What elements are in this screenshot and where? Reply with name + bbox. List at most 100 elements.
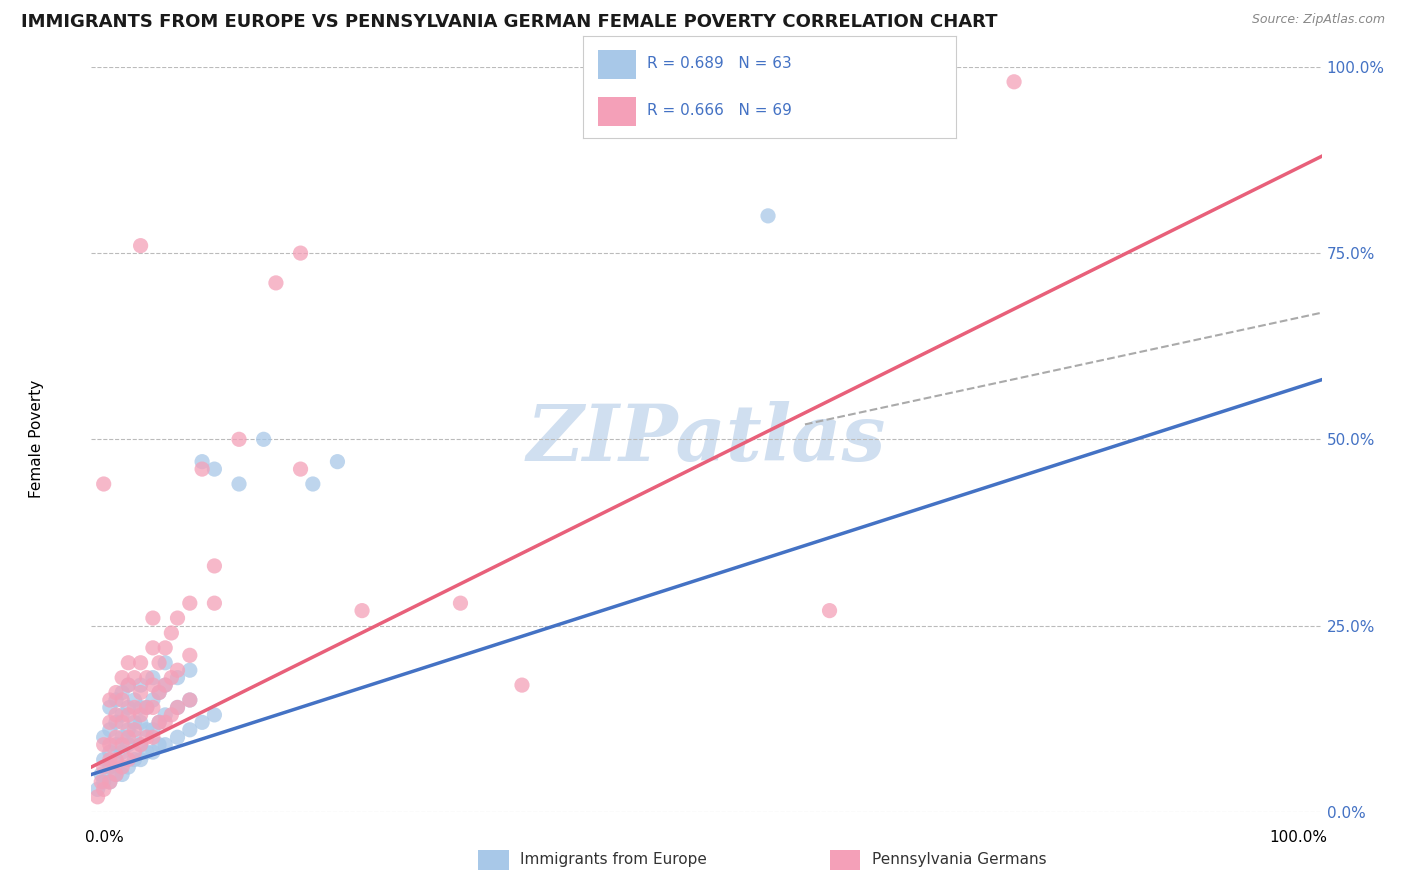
Point (135, 745, 157, 759)
Point (111, 693, 134, 707)
Point (111, 760, 134, 774)
Point (105, 685, 127, 699)
Point (111, 738, 134, 752)
Point (160, 626, 183, 640)
Point (111, 707, 134, 722)
Point (129, 753, 152, 767)
Point (111, 685, 134, 699)
Point (142, 693, 165, 707)
Text: Female Poverty: Female Poverty (28, 380, 44, 499)
Point (191, 462, 214, 476)
Point (228, 433, 250, 447)
Point (105, 707, 127, 722)
Point (202, 558, 225, 573)
Point (117, 753, 139, 767)
Point (111, 671, 134, 685)
Point (124, 753, 146, 767)
Point (98, 700, 121, 714)
Point (117, 730, 139, 744)
Point (124, 715, 146, 730)
Point (117, 707, 139, 722)
Point (179, 693, 201, 707)
Point (129, 238, 152, 252)
Point (148, 685, 170, 699)
Point (117, 678, 139, 692)
Point (129, 678, 152, 692)
Point (756, 209, 779, 223)
Point (179, 663, 201, 677)
Point (129, 700, 152, 714)
Point (449, 596, 471, 610)
Point (148, 685, 170, 699)
Point (179, 723, 201, 737)
Point (352, 604, 374, 618)
Point (148, 715, 170, 730)
Point (93, 775, 115, 789)
Bar (599, 50, 636, 78)
Point (142, 671, 165, 685)
Point (135, 723, 157, 737)
Point (105, 753, 127, 767)
Point (153, 678, 177, 692)
Point (160, 707, 183, 722)
Point (153, 656, 177, 670)
Point (93, 760, 115, 774)
Point (153, 738, 177, 752)
Point (301, 477, 323, 491)
Point (111, 767, 134, 781)
Point (129, 715, 152, 730)
Point (129, 685, 152, 699)
Point (117, 678, 139, 692)
Point (135, 700, 157, 714)
Point (129, 656, 152, 670)
Point (135, 671, 157, 685)
Text: 0.0%: 0.0% (86, 830, 124, 846)
Point (202, 462, 225, 476)
Point (202, 707, 225, 722)
Point (135, 700, 157, 714)
Point (326, 455, 349, 469)
Point (166, 700, 188, 714)
Point (93, 753, 115, 767)
Point (105, 753, 127, 767)
Point (90, 775, 112, 789)
Point (98, 723, 121, 737)
Point (142, 745, 165, 759)
Point (124, 693, 146, 707)
Point (117, 738, 139, 752)
Point (191, 715, 214, 730)
Point (153, 707, 177, 722)
Point (105, 767, 127, 781)
Text: Source: ZipAtlas.com: Source: ZipAtlas.com (1251, 13, 1385, 27)
Point (98, 760, 121, 774)
Point (166, 700, 188, 714)
Point (142, 700, 165, 714)
Text: Pennsylvania Germans: Pennsylvania Germans (872, 853, 1046, 867)
Text: 100.0%: 100.0% (1270, 830, 1327, 846)
Point (160, 671, 183, 685)
Point (142, 640, 165, 655)
Point (166, 730, 188, 744)
Point (153, 715, 177, 730)
Point (86, 789, 108, 804)
Point (124, 700, 146, 714)
Point (191, 455, 214, 469)
Point (98, 753, 121, 767)
Point (111, 715, 134, 730)
Point (93, 477, 115, 491)
Point (148, 656, 170, 670)
Text: R = 0.666   N = 69: R = 0.666 N = 69 (647, 103, 792, 118)
Point (111, 745, 134, 759)
Point (202, 596, 225, 610)
Point (105, 715, 127, 730)
Point (179, 648, 201, 663)
Point (166, 611, 188, 625)
Bar (599, 97, 636, 126)
Point (124, 745, 146, 759)
Point (290, 246, 312, 260)
Point (148, 715, 170, 730)
Point (86, 782, 108, 797)
Point (124, 671, 146, 685)
Point (179, 693, 201, 707)
Point (253, 433, 276, 447)
